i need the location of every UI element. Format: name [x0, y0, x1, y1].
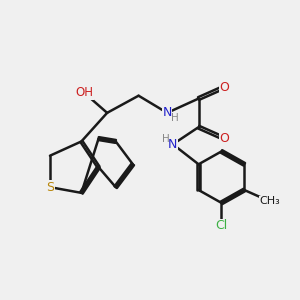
Text: N: N [163, 106, 172, 119]
Text: N: N [168, 138, 178, 151]
Text: S: S [46, 181, 54, 194]
Text: CH₃: CH₃ [260, 196, 280, 206]
Text: Cl: Cl [215, 219, 228, 232]
Text: O: O [219, 81, 229, 94]
Text: OH: OH [75, 86, 93, 99]
Text: H: H [162, 134, 170, 144]
Text: O: O [219, 132, 229, 145]
Text: H: H [171, 113, 179, 123]
